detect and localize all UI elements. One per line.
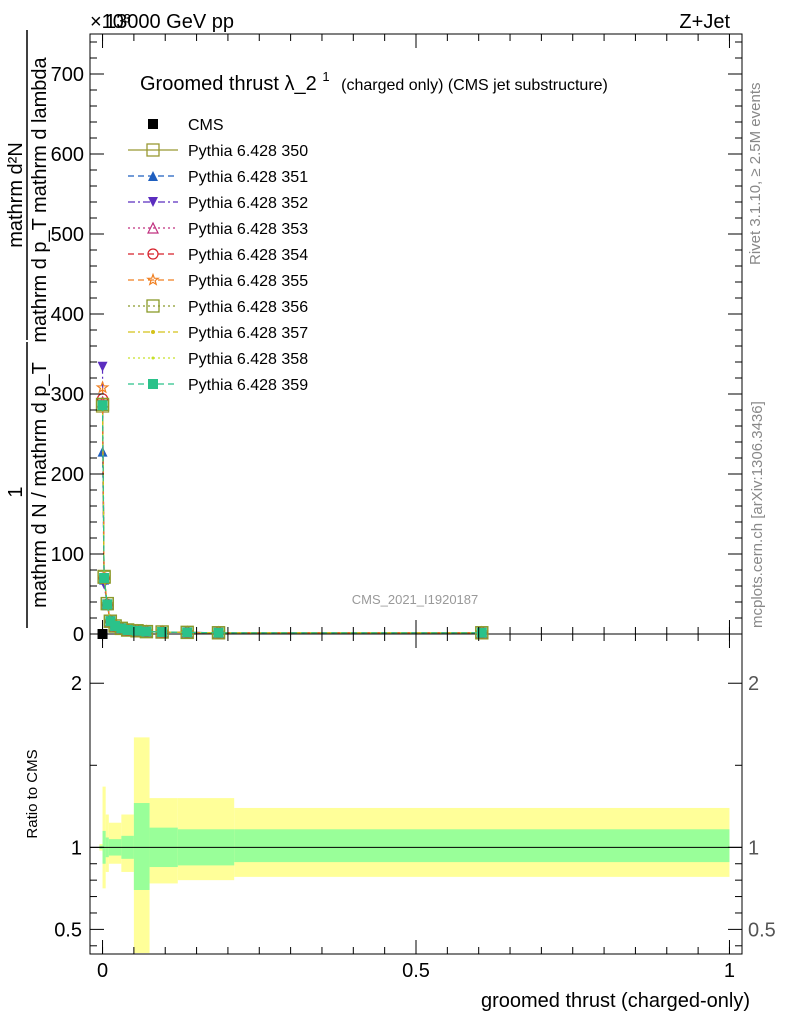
energy-label: 13000 GeV pp bbox=[105, 11, 234, 33]
marker bbox=[151, 356, 155, 360]
legend-label: Pythia 6.428 350 bbox=[188, 143, 308, 160]
legend-label: Pythia 6.428 353 bbox=[188, 221, 308, 238]
rivet-label: Rivet 3.1.10, ≥ 2.5M events bbox=[747, 83, 764, 266]
legend-item: Pythia 6.428 351 bbox=[128, 169, 308, 186]
legend-label: Pythia 6.428 358 bbox=[188, 351, 308, 368]
xtick-label: 0 bbox=[97, 960, 108, 982]
main-ytick-label: 200 bbox=[51, 464, 84, 486]
marker bbox=[100, 596, 114, 611]
main-ytick-label: 300 bbox=[51, 384, 84, 406]
marker bbox=[99, 573, 110, 583]
series-2 bbox=[97, 446, 487, 638]
ratio-ytick-label-right: 0.5 bbox=[748, 919, 776, 941]
xlabel: groomed thrust (charged-only) bbox=[481, 990, 750, 1012]
svg-text:Groomed thrust λ_2: Groomed thrust λ_2 1 (charged only) (CMS… bbox=[140, 64, 608, 95]
main-ylabel: 1 mathrm d N / mathrm d p_T mathrm d²N m… bbox=[5, 30, 51, 628]
legend-item: Pythia 6.428 353 bbox=[128, 221, 308, 238]
ylabel-prefactor: 1 bbox=[5, 486, 27, 497]
marker bbox=[151, 330, 155, 334]
marker bbox=[148, 197, 158, 207]
marker bbox=[147, 221, 159, 234]
marker bbox=[146, 272, 160, 286]
main-ytick-label: 0 bbox=[73, 624, 84, 646]
marker bbox=[141, 626, 152, 637]
legend-item: Pythia 6.428 350 bbox=[128, 143, 308, 160]
ratio-bands bbox=[90, 737, 742, 953]
xtick-label: 0.5 bbox=[402, 960, 430, 982]
ratio-ytick-label: 1 bbox=[71, 837, 82, 859]
marker bbox=[157, 627, 168, 637]
title-symbol: λ_2 bbox=[285, 73, 317, 95]
legend-label: Pythia 6.428 351 bbox=[188, 169, 308, 186]
analysis-watermark: CMS_2021_I1920187 bbox=[352, 592, 479, 607]
main-ytick-label: 600 bbox=[51, 144, 84, 166]
legend-label: Pythia 6.428 352 bbox=[188, 195, 308, 212]
marker bbox=[97, 400, 108, 411]
ratio-ylabel: Ratio to CMS bbox=[24, 749, 41, 838]
legend-label: Pythia 6.428 355 bbox=[188, 273, 308, 290]
legend-item: Pythia 6.428 357 bbox=[128, 325, 308, 342]
ratio-ytick-label-right: 2 bbox=[748, 673, 759, 695]
title-sup: 1 bbox=[322, 69, 329, 84]
marker bbox=[122, 625, 133, 635]
ylabel-numerator: mathrm d²N bbox=[5, 142, 27, 248]
legend-label: Pythia 6.428 354 bbox=[188, 247, 308, 264]
ratio-band-inner bbox=[234, 829, 730, 863]
main-ytick-label: 500 bbox=[51, 224, 84, 246]
title-text: Groomed thrust bbox=[140, 73, 279, 95]
legend: CMS Pythia 6.428 350 Pythia 6.428 351 Pythi… bbox=[128, 117, 308, 394]
xtick-label: 1 bbox=[724, 960, 735, 982]
ratio-ytick-label-right: 1 bbox=[748, 837, 759, 859]
legend-item: CMS bbox=[148, 117, 224, 134]
marker bbox=[146, 299, 160, 313]
marker bbox=[148, 171, 158, 181]
legend-item: Pythia 6.428 359 bbox=[128, 377, 308, 394]
marker bbox=[97, 361, 108, 372]
ratio-band-inner bbox=[133, 803, 150, 890]
legend-item: Pythia 6.428 355 bbox=[128, 272, 308, 290]
process-label: Z+Jet bbox=[679, 11, 730, 33]
axes: 0 100 200 300 400 500 600 700 0.5 0.5 1 1 2 2 0 0.5 1 bbox=[51, 34, 776, 982]
legend-item: Pythia 6.428 358 bbox=[128, 351, 308, 368]
marker bbox=[146, 143, 160, 157]
legend-label: Pythia 6.428 357 bbox=[188, 325, 308, 342]
mcplots-label: mcplots.cern.ch [arXiv:1306.3436] bbox=[749, 401, 766, 628]
exponent-label: ×10³ bbox=[90, 11, 131, 33]
ratio-ytick-label: 0.5 bbox=[54, 919, 82, 941]
marker bbox=[95, 380, 110, 394]
ratio-ytick-label: 2 bbox=[71, 673, 82, 695]
legend-item: Pythia 6.428 356 bbox=[128, 299, 308, 316]
marker bbox=[116, 623, 127, 634]
main-plot-marks bbox=[95, 361, 489, 640]
marker bbox=[148, 379, 158, 389]
marker bbox=[147, 248, 159, 260]
plot-title: Groomed thrust λ_2 1 (charged only) (CMS… bbox=[140, 64, 608, 95]
marker bbox=[132, 625, 143, 636]
legend-item: Pythia 6.428 352 bbox=[128, 195, 308, 212]
legend-label: Pythia 6.428 356 bbox=[188, 299, 308, 316]
title-subtitle: (charged only) (CMS jet substructure) bbox=[341, 77, 608, 94]
marker bbox=[110, 621, 121, 631]
marker bbox=[476, 627, 487, 638]
ratio-plot-frame bbox=[89, 633, 743, 955]
ylabel-denominator: mathrm d p_T mathrm d lambda bbox=[29, 56, 51, 342]
legend-label: CMS bbox=[188, 117, 224, 134]
main-ytick-label: 400 bbox=[51, 304, 84, 326]
series-10 bbox=[97, 400, 487, 638]
legend-label: Pythia 6.428 359 bbox=[188, 377, 308, 394]
marker bbox=[148, 119, 158, 129]
marker bbox=[102, 599, 113, 610]
ylabel-prefactor-den: mathrm d N / mathrm d p_T bbox=[29, 362, 51, 608]
legend-item: Pythia 6.428 354 bbox=[128, 247, 308, 264]
marker bbox=[213, 627, 224, 638]
marker bbox=[182, 627, 193, 638]
main-ytick-label: 100 bbox=[51, 544, 84, 566]
main-ytick-label: 700 bbox=[51, 64, 84, 86]
